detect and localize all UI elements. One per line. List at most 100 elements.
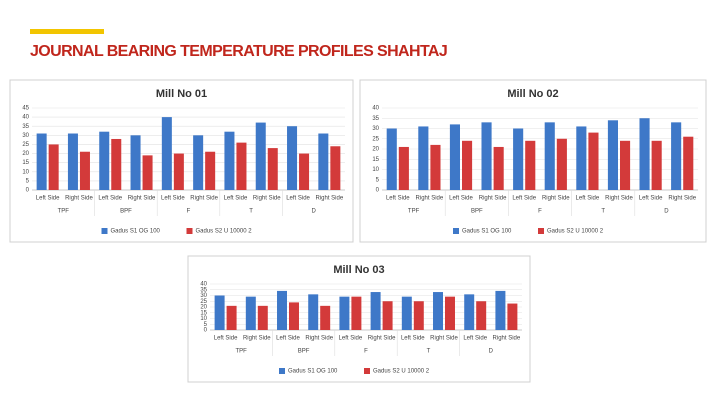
bar [481,122,492,190]
bar [111,138,122,190]
bar [224,131,235,190]
legend-swatch [101,228,108,234]
group-label: BPF [120,209,132,215]
bar [318,133,329,190]
legend-swatch [364,368,370,374]
bar [79,151,90,190]
x-tick-label: Left Side [386,196,410,202]
bar [544,122,555,190]
bar [639,118,650,190]
y-tick-label: 40 [22,115,29,121]
bar [67,133,78,190]
x-tick-label: Right Side [479,196,507,202]
x-tick-label: Right Side [542,196,570,202]
y-tick-label: 25 [200,299,207,305]
y-tick-label: 15 [372,157,379,163]
bar [99,131,110,190]
bar [173,153,184,190]
y-tick-label: 30 [22,133,29,139]
x-tick-label: Right Side [668,196,696,202]
group-label: D [664,209,669,215]
bar [495,290,506,330]
bar [382,301,393,330]
chart-panel: Mill No 01 0 5 10 15 20 25 30 35 40 45 Left Side Rig… [9,79,354,243]
bar [36,133,47,190]
x-tick-label: Left Side [161,196,185,202]
group-label: F [364,349,368,355]
bar [413,301,424,330]
x-tick-label: Left Side [512,196,536,202]
x-tick-label: Left Side [98,196,122,202]
bar [525,140,536,190]
group-label: D [489,349,494,355]
y-tick-label: 25 [22,142,29,148]
chart-panel: Mill No 02 0 5 10 15 20 25 30 35 40 Left Side Right… [359,79,707,243]
bar [255,122,266,190]
x-tick-label: Right Side [305,336,333,342]
legend-label: Gadus S1 OG 100 [111,229,161,235]
chart-title: Mill No 03 [333,264,384,276]
x-tick-label: Right Side [190,196,218,202]
bar [620,140,631,190]
y-tick-label: 15 [22,160,29,166]
x-tick-label: Left Side [449,196,473,202]
slide-title: JOURNAL BEARING TEMPERATURE PROFILES SHA… [30,43,447,60]
legend-label: Gadus S2 U 10000 2 [196,229,253,235]
legend-label: Gadus S2 U 10000 2 [547,229,604,235]
bar [48,144,59,190]
y-tick-label: 30 [372,126,379,132]
y-tick-label: 35 [372,116,379,122]
x-tick-label: Right Side [65,196,93,202]
bar [462,140,473,190]
group-label: BPF [298,349,310,355]
y-tick-label: 10 [22,169,29,175]
accent-bar [30,29,104,34]
bar [418,126,429,190]
y-tick-label: 20 [200,305,207,311]
y-tick-label: 35 [22,124,29,130]
group-label: D [312,209,317,215]
x-tick-label: Right Side [493,336,521,342]
y-tick-label: 0 [376,188,380,194]
bar [257,305,268,330]
y-tick-label: 10 [200,316,207,322]
bar [370,292,381,330]
x-tick-label: Right Side [430,336,458,342]
legend-swatch [538,228,544,234]
group-label: T [601,209,605,215]
bar [588,132,599,190]
x-tick-label: Left Side [401,336,425,342]
legend-label: Gadus S2 U 10000 2 [373,369,430,375]
bar [193,135,204,190]
group-label: F [187,209,191,215]
bar [576,126,587,190]
bar [289,302,299,330]
y-tick-label: 0 [26,188,30,194]
bar [398,146,409,190]
x-tick-label: Right Side [243,336,271,342]
x-tick-label: Right Side [368,336,396,342]
group-label: F [538,209,542,215]
x-tick-label: Left Side [639,196,663,202]
group-label: TPF [236,349,248,355]
x-tick-label: Left Side [286,196,310,202]
bar [236,142,247,190]
x-tick-label: Right Side [253,196,281,202]
bar [513,128,524,190]
y-tick-label: 5 [376,177,380,183]
bar [161,117,172,190]
bar [464,294,475,330]
y-tick-label: 35 [200,287,207,293]
y-tick-label: 5 [204,322,208,328]
y-tick-label: 45 [22,106,29,112]
bar [330,146,341,190]
x-tick-label: Right Side [316,196,344,202]
legend-swatch [186,228,193,234]
bar [683,136,694,190]
y-tick-label: 40 [200,282,207,288]
bar [607,120,618,190]
x-tick-label: Right Side [416,196,444,202]
bar [386,128,397,190]
